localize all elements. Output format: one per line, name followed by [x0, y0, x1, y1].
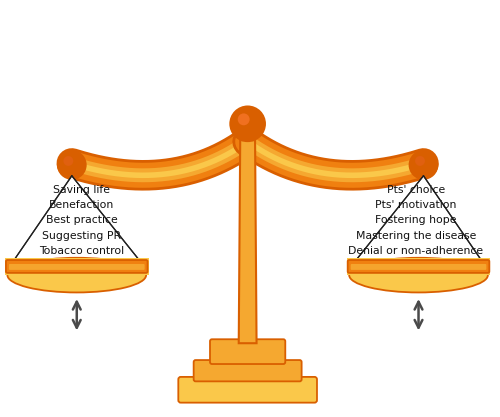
Text: Benefaction: Benefaction: [49, 200, 114, 210]
FancyBboxPatch shape: [348, 260, 490, 273]
Circle shape: [64, 156, 74, 166]
Polygon shape: [238, 140, 256, 343]
Ellipse shape: [349, 258, 488, 292]
Polygon shape: [346, 258, 490, 275]
Circle shape: [415, 156, 425, 166]
Text: Fostering hope: Fostering hope: [376, 216, 457, 226]
FancyBboxPatch shape: [6, 260, 148, 273]
FancyBboxPatch shape: [210, 339, 286, 364]
Circle shape: [57, 150, 86, 180]
Text: Pts' motivation: Pts' motivation: [376, 200, 456, 210]
Ellipse shape: [8, 258, 146, 292]
Text: Saving life: Saving life: [53, 185, 110, 195]
FancyBboxPatch shape: [9, 264, 144, 270]
Text: Suggesting PR: Suggesting PR: [42, 231, 121, 241]
Polygon shape: [5, 258, 148, 275]
Polygon shape: [12, 176, 141, 262]
Text: Denial or non-adherence: Denial or non-adherence: [348, 246, 484, 256]
Circle shape: [230, 106, 266, 142]
Text: Pts' choice: Pts' choice: [387, 185, 445, 195]
Polygon shape: [354, 176, 483, 262]
FancyBboxPatch shape: [178, 377, 317, 403]
Circle shape: [238, 113, 250, 125]
Circle shape: [408, 150, 438, 180]
FancyBboxPatch shape: [350, 264, 486, 270]
Text: Tobacco control: Tobacco control: [39, 246, 124, 256]
Text: Mastering the disease: Mastering the disease: [356, 231, 476, 241]
FancyBboxPatch shape: [194, 360, 302, 382]
Text: Best practice: Best practice: [46, 216, 118, 226]
